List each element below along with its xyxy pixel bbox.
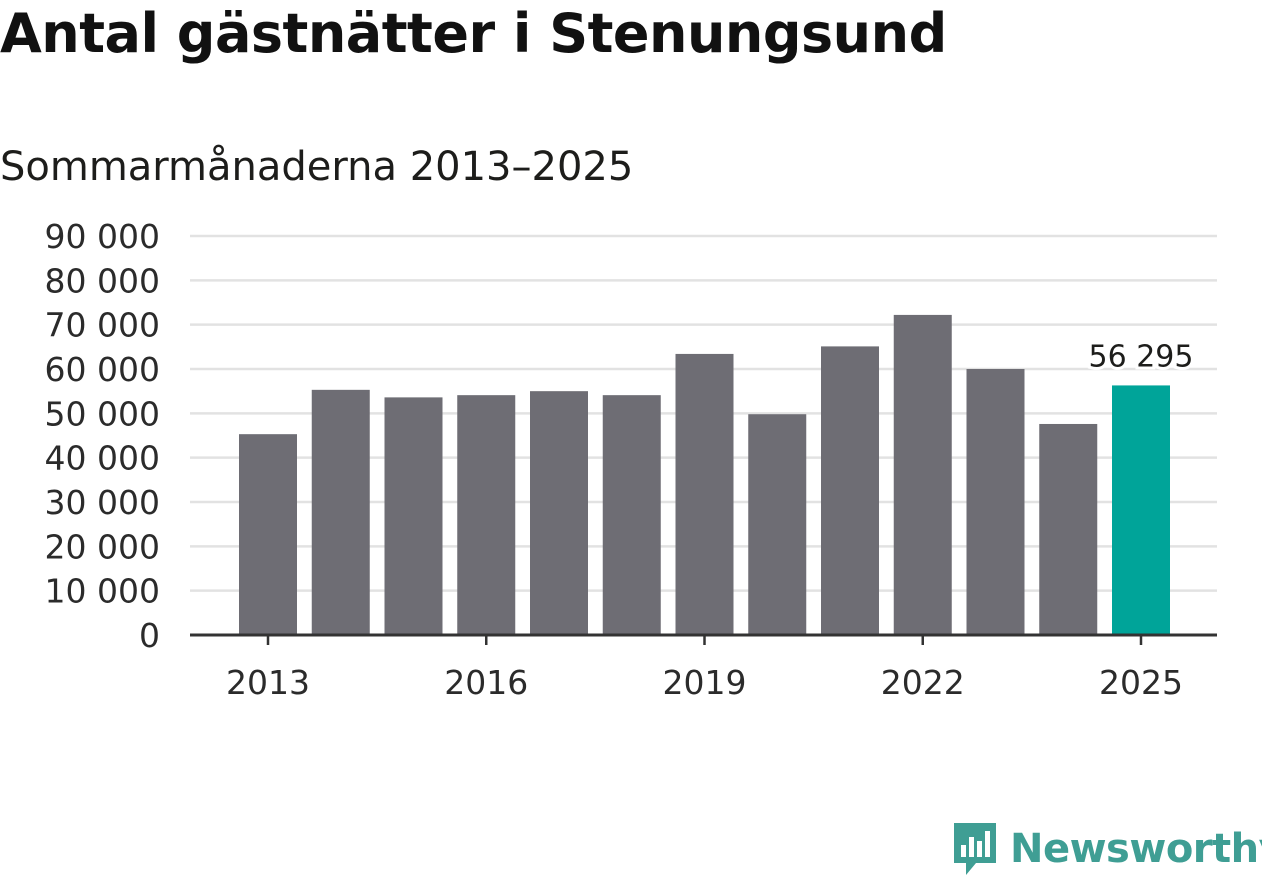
y-tick-label: 70 000	[45, 306, 160, 345]
newsworthy-logo-icon	[954, 823, 996, 875]
y-tick-label: 0	[139, 616, 160, 655]
y-tick-label: 80 000	[45, 261, 160, 300]
y-tick-label: 90 000	[45, 217, 160, 256]
y-tick-label: 30 000	[45, 483, 160, 522]
y-axis-ticks: 0 10 000 20 000 30 000 40 000 50 000 60 000 70 …	[45, 217, 160, 655]
annotations: 56 295	[1086, 336, 1197, 377]
bar-2024	[1039, 423, 1098, 635]
y-tick-label: 20 000	[45, 527, 160, 566]
x-axis-ticks: 2013 2016 2019 2022 2025	[226, 635, 1183, 702]
x-tick-label: 2013	[226, 663, 310, 702]
bar-2023	[966, 369, 1025, 635]
bar-2019	[675, 353, 734, 635]
x-tick-label: 2019	[663, 663, 747, 702]
x-tick-label: 2025	[1099, 663, 1183, 702]
bar-2018	[602, 395, 661, 635]
x-tick-label: 2016	[444, 663, 528, 702]
y-tick-label: 50 000	[45, 394, 160, 433]
newsworthy-logo: Newsworthy	[950, 818, 1262, 880]
data-label-annotation: 56 295	[1089, 339, 1194, 374]
brand-name: Newsworthy	[1010, 826, 1262, 872]
y-tick-label: 60 000	[45, 350, 160, 389]
bar-2017	[530, 391, 588, 635]
x-tick-label: 2022	[881, 663, 965, 702]
bar-2021	[821, 346, 879, 635]
bars	[239, 314, 1170, 635]
bar-2013	[239, 434, 297, 635]
y-tick-label: 40 000	[45, 439, 160, 478]
chart-title: Antal gästnätter i Stenungsund	[0, 2, 947, 65]
y-tick-label: 10 000	[45, 572, 160, 611]
bar-2020	[748, 414, 807, 635]
chart-subtitle: Sommarmånaderna 2013–2025	[0, 144, 634, 190]
bar-2016	[457, 395, 516, 635]
bar-2025	[1112, 385, 1170, 635]
bar-2022	[893, 314, 952, 635]
bar-2015	[384, 397, 443, 635]
bar-2014	[311, 389, 370, 635]
